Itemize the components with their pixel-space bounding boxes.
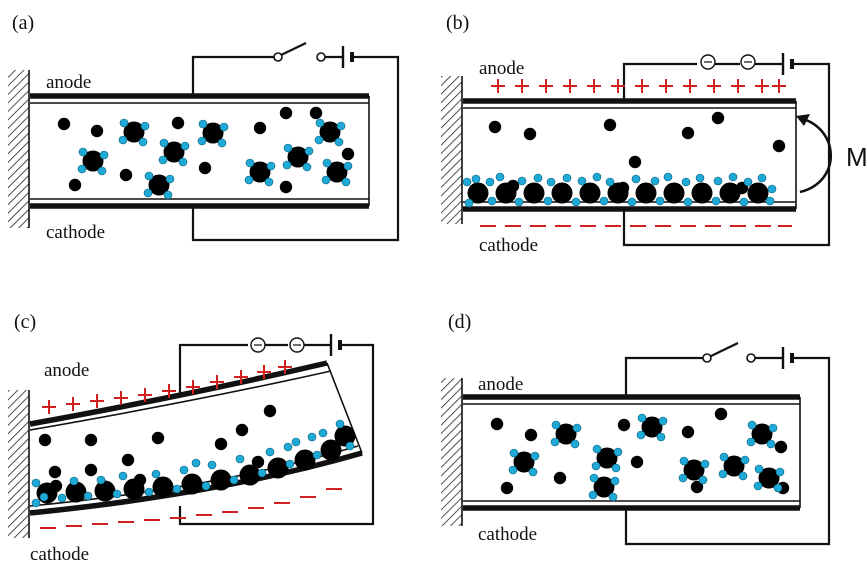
wire-cathode-a [191,55,400,242]
panel-a: (a) anode cathode [8,12,400,243]
anode-label-a: anode [46,72,91,93]
battery-b [781,51,794,77]
panel-d-label: (d) [448,311,471,333]
hydrated-cations-d [509,414,784,501]
cathode-label-a: cathode [46,222,105,243]
negative-charges-c [40,488,342,529]
anode-label-b: anode [479,58,524,79]
water-c [31,419,355,508]
cathode-label-b: cathode [479,235,538,256]
anode-plate-c [29,360,328,427]
battery-a [341,44,354,70]
panel-c: (c) [8,311,375,565]
anode-label-d: anode [478,374,523,395]
wall-hatch-c [8,390,29,538]
panel-c-label: (c) [14,311,36,333]
wire-anode-a [191,55,277,96]
wire-anode-c [178,343,248,396]
wire-cathode-d [624,356,831,546]
anode-label-c: anode [44,360,89,381]
cathode-label-c: cathode [30,544,89,565]
panel-a-label: (a) [12,12,34,34]
cathode-label-d: cathode [478,524,537,545]
anions-b [488,111,786,169]
wall-hatch-a [8,70,29,228]
moment-label: M [846,142,867,172]
wire-cathode-b [622,62,831,247]
hydrated-cations-a [78,119,352,199]
battery-d [781,345,794,371]
panel-d: (d) anode cathode [441,311,831,546]
wire-anode-d [624,356,706,397]
switch-a [278,42,307,57]
water-b [462,172,777,208]
positive-charges-c [42,360,292,414]
switch-d [708,342,739,358]
wire-anode-b [622,62,697,101]
wall-hatch-b [441,76,462,224]
positive-charges-b [491,79,786,93]
wall-hatch-d [441,378,462,526]
panel-b-label: (b) [446,12,469,34]
battery-c [329,332,342,358]
panel-b: (b) [441,12,867,256]
membrane-end-c [326,362,363,454]
moment-arrow [799,116,833,194]
